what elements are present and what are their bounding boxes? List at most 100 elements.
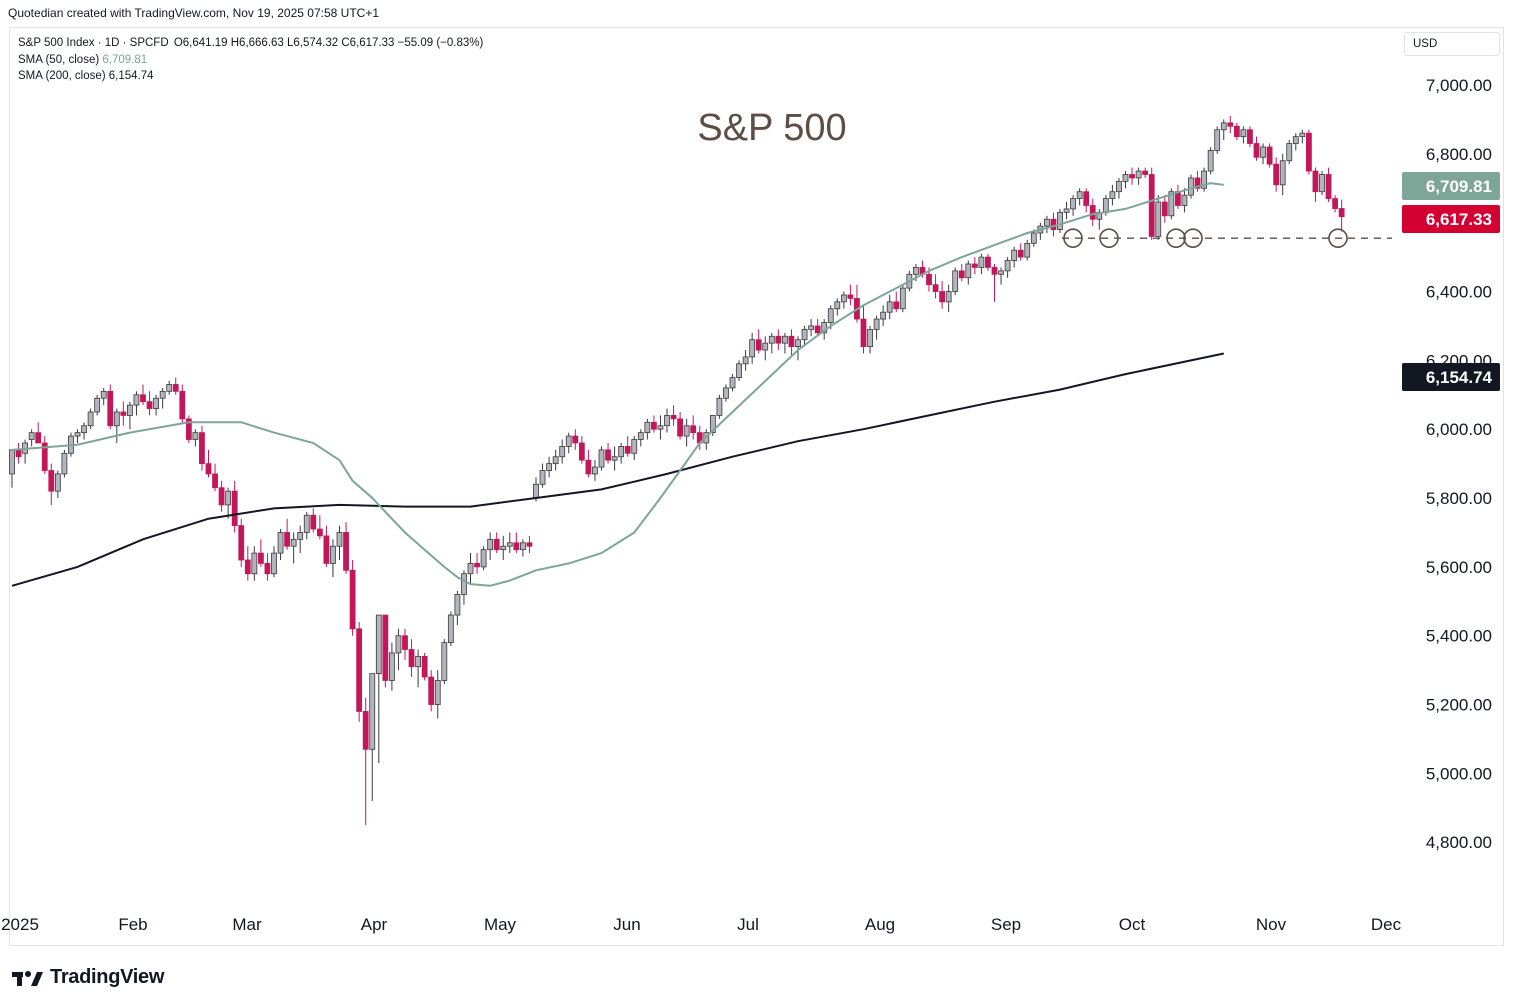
candle-body [559, 446, 566, 458]
candle-down [939, 281, 945, 309]
legend-symbol[interactable]: S&P 500 Index · 1D · SPCFD [18, 37, 169, 49]
candle-body [15, 449, 22, 458]
candle-down [349, 559, 356, 636]
candle-body [552, 456, 559, 465]
candle-body [677, 418, 683, 437]
candle-body [572, 435, 579, 444]
candle-down [775, 329, 782, 351]
candle-body [277, 532, 284, 554]
candle-down [179, 384, 186, 423]
chart-title: S&P 500 [697, 107, 846, 149]
candle-down [421, 652, 428, 681]
x-tick-label: Sep [991, 915, 1021, 934]
candle-body [369, 673, 376, 750]
candle-body [120, 411, 127, 416]
candle-body [1286, 143, 1293, 162]
candle-down [244, 546, 251, 581]
candle-body [520, 542, 526, 551]
candle-down [690, 415, 697, 440]
candle-up [375, 614, 382, 764]
candle-up [795, 336, 801, 361]
legend-sma200-label: SMA (200, close) [18, 70, 106, 82]
candle-up [729, 374, 736, 392]
candle-body [598, 449, 605, 468]
price-label-text: 6,617.33 [1426, 210, 1492, 229]
support-touch-marker [1099, 228, 1119, 248]
candle-up [559, 439, 566, 464]
candle-down [362, 697, 369, 826]
candle-body [343, 532, 349, 571]
candle-up [54, 470, 61, 499]
candle-body [153, 397, 160, 409]
legend-sma200-row[interactable]: SMA (200, close) 6,154.74 [18, 68, 483, 85]
y-axis: 7,000.006,800.006,600.006,400.006,200.00… [1402, 76, 1500, 852]
candle-body [991, 267, 998, 275]
candle-down [572, 429, 579, 450]
candle-down [1338, 199, 1345, 232]
candle-down [1089, 198, 1096, 227]
candle-up [592, 460, 598, 481]
candle-up [74, 429, 81, 443]
candle-body [408, 649, 415, 668]
candle-up [500, 535, 507, 560]
candle-body [127, 404, 133, 416]
candle-body [952, 270, 959, 292]
candle-up [952, 267, 959, 295]
candle-body [683, 425, 690, 437]
candle-down [474, 553, 480, 574]
candle-body [749, 339, 756, 358]
candle-up [945, 284, 952, 313]
candle-body [192, 432, 199, 440]
candle-body [1168, 191, 1175, 217]
candle-up [1279, 153, 1286, 196]
candle-up [447, 611, 454, 647]
support-touch-marker [1183, 228, 1203, 248]
candle-down [605, 442, 611, 464]
candle-body [709, 415, 716, 434]
candle-body [284, 532, 291, 547]
candle-up [664, 408, 670, 433]
candle-down [755, 329, 762, 354]
candle-up [434, 670, 441, 719]
brand[interactable]: TradingView [12, 966, 164, 989]
y-tick-label: 5,000.00 [1426, 764, 1492, 783]
candle-up [1011, 246, 1018, 268]
candle-body [782, 335, 788, 344]
candle-up [1057, 208, 1063, 234]
candle-body [1083, 191, 1090, 206]
currency-selector[interactable]: USD [1404, 32, 1500, 56]
candle-up [749, 332, 756, 364]
candle-down [1306, 129, 1312, 175]
candle-down [428, 670, 435, 712]
sma-layer [11, 182, 1225, 587]
candle-body [873, 318, 880, 330]
candle-down [526, 535, 533, 554]
legend-sma200-value: 6,154.74 [108, 70, 154, 82]
candle-body [526, 542, 533, 547]
candle-body [1011, 249, 1018, 261]
legend-sma50-row[interactable]: SMA (50, close) 6,709.81 [18, 52, 483, 69]
candle-body [1057, 211, 1063, 230]
candle-up [978, 253, 985, 275]
candle-up [539, 463, 546, 488]
candle-down [624, 436, 631, 457]
candle-body [965, 263, 972, 279]
candle-body [958, 270, 965, 279]
candle-down [218, 480, 225, 512]
candle-body [657, 425, 664, 430]
candle-body [1279, 160, 1286, 186]
candle-up [467, 553, 474, 585]
candle-down [15, 442, 22, 464]
candle-up [782, 332, 788, 354]
candle-up [1299, 129, 1306, 144]
y-tick-label: 5,800.00 [1426, 489, 1492, 508]
price-label-text: 6,154.74 [1426, 368, 1493, 387]
y-tick-label: 4,800.00 [1426, 833, 1492, 852]
candle-up [611, 446, 618, 471]
candle-down [402, 628, 408, 660]
x-axis: 2025 Feb Mar Apr May Jun Jul Aug Sep Oct Nov Dec [1, 915, 1402, 934]
chart-frame [9, 27, 1504, 946]
candle-body [212, 473, 218, 489]
candle-down [264, 553, 271, 581]
